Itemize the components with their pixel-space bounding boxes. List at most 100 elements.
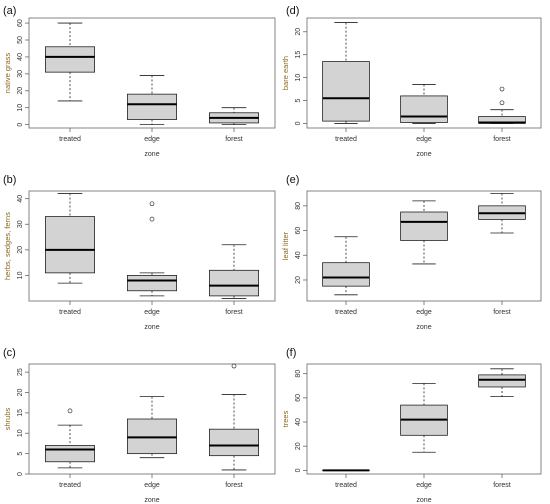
panel-c: (c) 0 5 10 15 20 25 shrubs treated edge forest zone: [3, 347, 276, 504]
box-treated: [45, 408, 96, 469]
y-tick-label: 80: [295, 202, 302, 210]
panel-label: (b): [3, 174, 16, 186]
y-axis-label: leaf litter: [281, 231, 290, 260]
box-treated: [45, 193, 96, 284]
box-forest: [208, 244, 259, 299]
y-tick-label: 20: [17, 87, 24, 95]
y-tick-label: 20: [295, 442, 302, 450]
y-tick-label: 30: [17, 70, 24, 78]
x-tick-label: edge: [144, 309, 160, 316]
y-tick-label: 60: [295, 227, 302, 235]
iqr-box: [127, 93, 178, 120]
x-tick-label: treated: [335, 136, 357, 143]
y-tick-label: 10: [295, 74, 302, 82]
y-tick-label: 0: [17, 123, 24, 127]
panel-label: (f): [286, 347, 296, 359]
iqr-box: [45, 46, 96, 73]
x-tick-label: treated: [59, 309, 81, 316]
y-tick-label: 40: [295, 251, 302, 259]
iqr-box: [208, 269, 259, 297]
iqr-box: [45, 216, 96, 274]
y-tick-label: 0: [17, 472, 24, 476]
iqr-box: [127, 418, 178, 455]
y-tick-label: 10: [17, 104, 24, 112]
y-axis-label: herbs, sedges, ferns: [3, 212, 12, 280]
box-treated: [322, 236, 370, 296]
y-tick-label: 5: [17, 452, 24, 456]
panel-label: (d): [286, 5, 299, 17]
box-edge: [400, 382, 448, 453]
outlier-point: [149, 216, 155, 222]
x-tick-label: forest: [493, 482, 511, 489]
outlier-point: [231, 363, 237, 369]
box-forest: [208, 107, 259, 126]
y-axis-label: native grass: [3, 53, 12, 94]
y-tick-label: 40: [17, 195, 24, 203]
box-treated: [45, 22, 96, 102]
x-tick-label: forest: [225, 136, 243, 143]
x-tick-label: treated: [335, 482, 357, 489]
iqr-box: [45, 445, 96, 463]
x-axis-label: zone: [416, 151, 431, 158]
y-axis-label: trees: [281, 410, 290, 427]
box-forest: [478, 86, 526, 124]
panel-e: (e) 20 40 60 80 leaf litter treated edge forest z…: [281, 174, 542, 331]
y-tick-label: 20: [295, 28, 302, 36]
x-tick-label: edge: [416, 309, 432, 316]
panel-d: (d) 0 5 10 15 20 bare earth treated edge forest zo…: [281, 5, 542, 158]
iqr-box: [400, 95, 448, 123]
box-edge: [400, 84, 448, 124]
panel-label: (c): [3, 347, 16, 359]
panel-b: (b) 10 20 30 40 herbs, sedges, ferns treated ed…: [3, 174, 276, 331]
y-tick-label: 30: [17, 220, 24, 228]
iqr-box: [322, 262, 370, 287]
x-tick-label: treated: [59, 136, 81, 143]
iqr-box: [322, 61, 370, 122]
y-axis-label: shrubs: [3, 407, 12, 430]
y-tick-label: 5: [295, 98, 302, 102]
outlier-point: [149, 201, 155, 207]
x-tick-label: treated: [335, 309, 357, 316]
panel-a: (a) 0 10 20 30 40 50 60 native grass treated edge f…: [3, 5, 276, 158]
iqr-box: [127, 275, 178, 292]
box-forest: [478, 193, 526, 234]
x-axis-label: zone: [144, 324, 159, 331]
y-tick-label: 50: [17, 36, 24, 44]
y-tick-label: 40: [295, 418, 302, 426]
x-axis-label: zone: [144, 497, 159, 504]
panel-label: (a): [3, 5, 16, 17]
outlier-point: [499, 86, 505, 92]
x-tick-label: treated: [59, 482, 81, 489]
y-tick-label: 20: [295, 276, 302, 284]
iqr-box: [208, 428, 259, 457]
outlier-point: [67, 408, 73, 414]
x-tick-label: edge: [416, 482, 432, 489]
box-edge: [400, 200, 448, 265]
y-tick-label: 20: [17, 246, 24, 254]
x-tick-label: forest: [225, 309, 243, 316]
y-tick-label: 60: [17, 19, 24, 27]
box-edge: [127, 201, 178, 297]
box-treated: [322, 22, 370, 124]
x-tick-label: forest: [493, 309, 511, 316]
y-axis-label: bare earth: [281, 56, 290, 90]
y-tick-label: 40: [17, 53, 24, 61]
iqr-box: [400, 211, 448, 241]
y-tick-label: 15: [17, 409, 24, 417]
iqr-box: [478, 374, 526, 388]
y-tick-label: 15: [295, 51, 302, 59]
x-tick-label: edge: [144, 136, 160, 143]
y-tick-label: 25: [17, 368, 24, 376]
y-tick-label: 10: [17, 429, 24, 437]
x-axis-label: zone: [416, 324, 431, 331]
outlier-point: [499, 100, 505, 106]
x-tick-label: edge: [416, 136, 432, 143]
box-edge: [127, 75, 178, 126]
y-tick-label: 80: [295, 370, 302, 378]
panel-label: (e): [286, 174, 299, 186]
x-tick-label: edge: [144, 482, 160, 489]
x-axis-label: zone: [144, 151, 159, 158]
y-tick-label: 0: [295, 468, 302, 472]
